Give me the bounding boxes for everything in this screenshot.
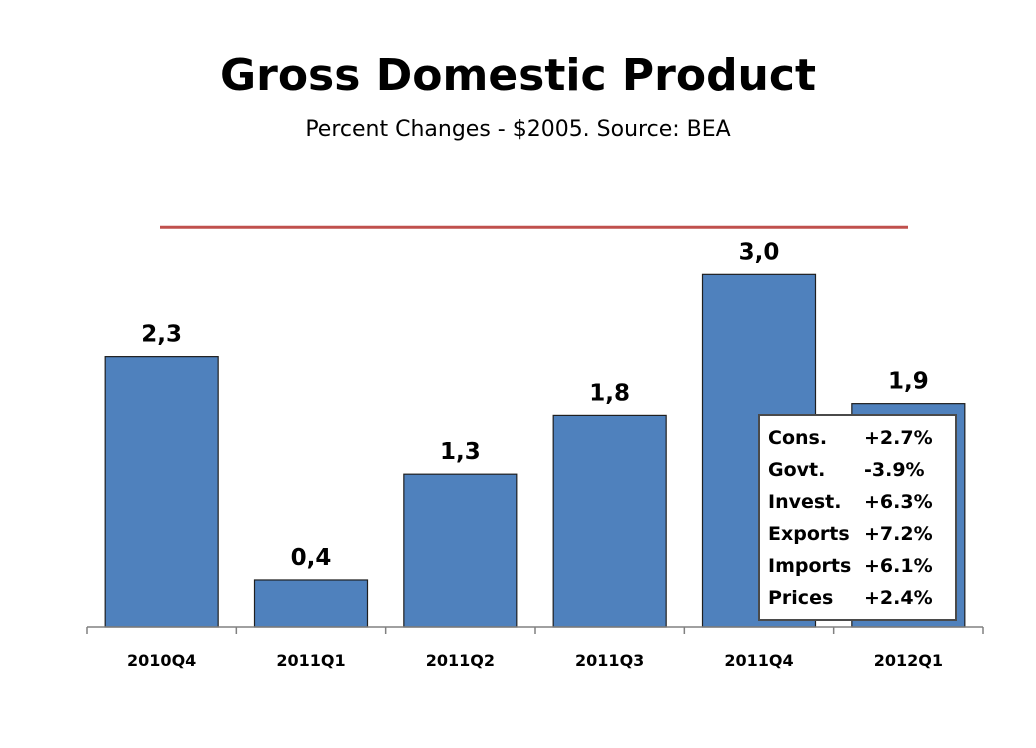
breakdown-label: Cons.	[768, 427, 828, 449]
breakdown-value: +2.7%	[864, 427, 933, 449]
breakdown-value: -3.9%	[864, 459, 925, 481]
breakdown-value: +2.4%	[864, 587, 933, 609]
bar-2011Q1	[253, 579, 369, 628]
data-labels-group: 2,3 0,4 1,3 1,8 3,0 1,9	[141, 239, 928, 571]
breakdown-label: Govt.	[768, 459, 826, 481]
components-breakdown-box: Cons. +2.7% Govt. -3.9% Invest. +6.3% Ex…	[758, 414, 957, 621]
bar-2011Q2	[403, 473, 518, 628]
x-tick-label: 2011Q2	[426, 651, 495, 670]
bar-2010Q4	[104, 356, 219, 628]
breakdown-value: +7.2%	[864, 523, 933, 545]
data-label: 2,3	[141, 322, 182, 348]
chart-subtitle: Percent Changes - $2005. Source: BEA	[305, 117, 731, 142]
breakdown-label: Prices	[768, 587, 834, 609]
data-label: 1,8	[589, 380, 630, 406]
x-tick-label: 2011Q4	[724, 651, 793, 670]
data-label: 1,3	[440, 439, 481, 465]
bar-2011Q3	[552, 414, 667, 628]
x-axis	[86, 626, 984, 634]
x-tick-label: 2010Q4	[127, 651, 196, 670]
x-tick-label: 2012Q1	[874, 651, 943, 670]
x-tick-label: 2011Q3	[575, 651, 644, 670]
breakdown-value: +6.1%	[864, 555, 933, 577]
breakdown-label: Imports	[768, 555, 852, 577]
chart-title: Gross Domestic Product	[220, 50, 816, 101]
data-label: 0,4	[291, 545, 332, 571]
data-label: 1,9	[888, 369, 929, 395]
x-tick-label: 2011Q1	[276, 651, 345, 670]
breakdown-label: Exports	[768, 523, 850, 545]
data-label: 3,0	[739, 239, 780, 265]
breakdown-label: Invest.	[768, 491, 842, 513]
breakdown-value: +6.3%	[864, 491, 933, 513]
tick-labels-group: 2010Q4 2011Q1 2011Q2 2011Q3 2011Q4 2012Q1	[127, 651, 943, 670]
